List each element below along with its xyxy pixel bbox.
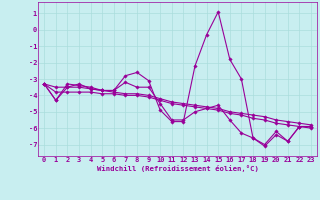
X-axis label: Windchill (Refroidissement éolien,°C): Windchill (Refroidissement éolien,°C) bbox=[97, 165, 259, 172]
